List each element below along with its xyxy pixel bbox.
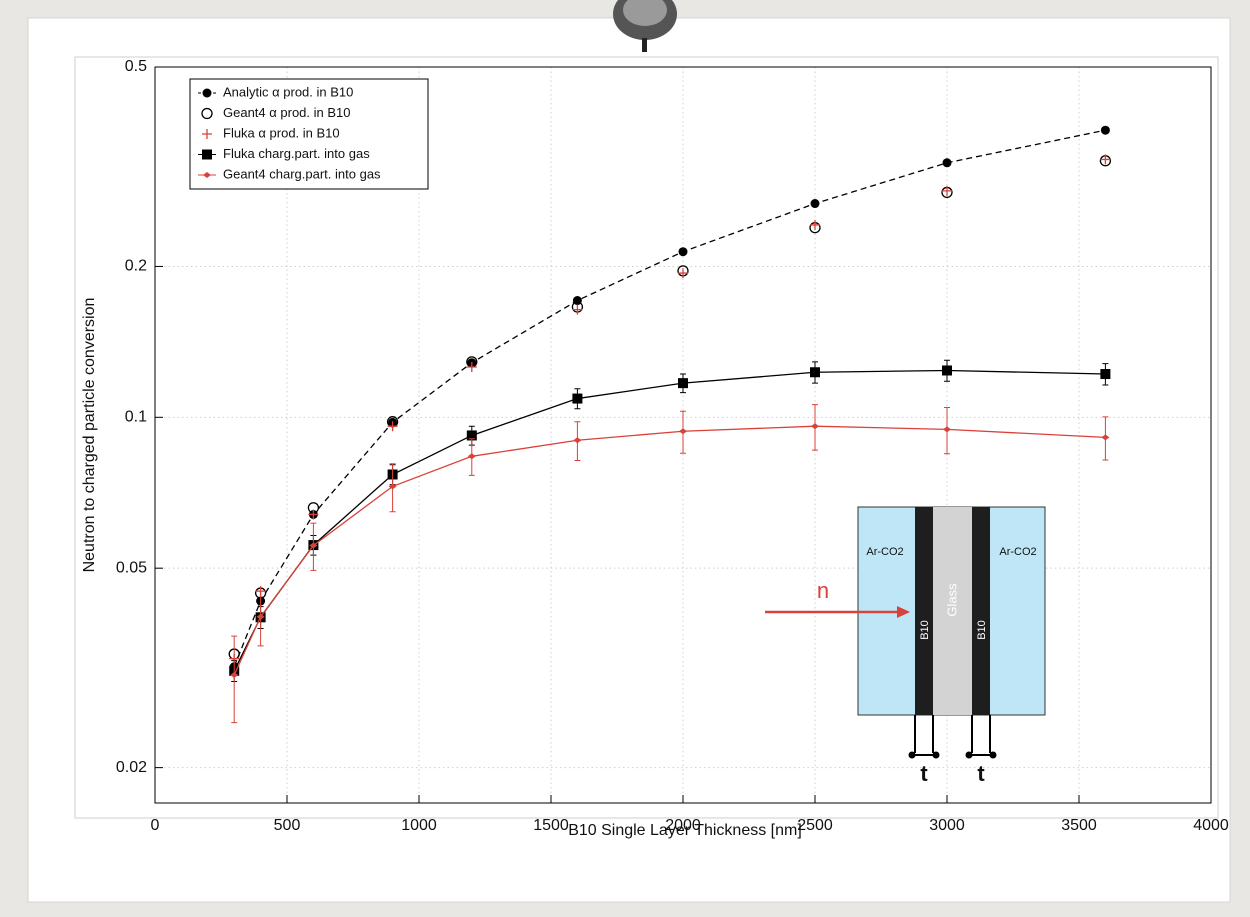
legend-label: Geant4 α prod. in B10 <box>223 105 351 120</box>
point <box>572 394 582 404</box>
point <box>1100 369 1110 379</box>
y-axis-label: Neutron to charged particle conversion <box>81 298 98 573</box>
x-tick-label: 1500 <box>533 817 569 834</box>
point <box>942 365 952 375</box>
legend: Analytic α prod. in B10 Geant4 α prod. in… <box>190 79 428 189</box>
x-tick-label: 3500 <box>1061 817 1097 834</box>
y-tick-label: 0.5 <box>125 58 147 75</box>
inset-label: Ar-CO2 <box>999 546 1036 558</box>
legend-marker <box>202 150 212 160</box>
inset-label: B10 <box>919 620 931 640</box>
inset-label: t <box>977 761 985 786</box>
inset-label: Ar-CO2 <box>866 546 903 558</box>
point <box>811 199 820 208</box>
inset-label: Glass <box>944 583 959 617</box>
legend-label: Analytic α prod. in B10 <box>223 84 353 99</box>
point <box>1101 126 1110 135</box>
legend-label: Fluka charg.part. into gas <box>223 146 370 161</box>
x-tick-label: 500 <box>274 817 301 834</box>
legend-label: Fluka α prod. in B10 <box>223 125 340 140</box>
legend-marker <box>203 89 212 98</box>
page: B10 Single Layer Thickness [nm] Neutron … <box>0 0 1250 912</box>
inset-label: n <box>817 578 829 603</box>
x-tick-label: 3000 <box>929 817 965 834</box>
y-tick-label: 0.05 <box>116 559 147 576</box>
legend-label: Geant4 charg.part. into gas <box>223 166 381 181</box>
x-tick-label: 2000 <box>665 817 701 834</box>
x-tick-label: 0 <box>151 817 160 834</box>
point <box>679 247 688 256</box>
y-tick-label: 0.2 <box>125 258 147 275</box>
inset-label: t <box>920 761 928 786</box>
x-tick-label: 1000 <box>401 817 437 834</box>
y-tick-label: 0.02 <box>116 759 147 776</box>
point <box>678 378 688 388</box>
point <box>810 367 820 377</box>
x-tick-label: 4000 <box>1193 817 1229 834</box>
point <box>943 158 952 167</box>
y-tick-label: 0.1 <box>125 409 147 426</box>
inset-label: B10 <box>976 620 988 640</box>
x-tick-label: 2500 <box>797 817 833 834</box>
